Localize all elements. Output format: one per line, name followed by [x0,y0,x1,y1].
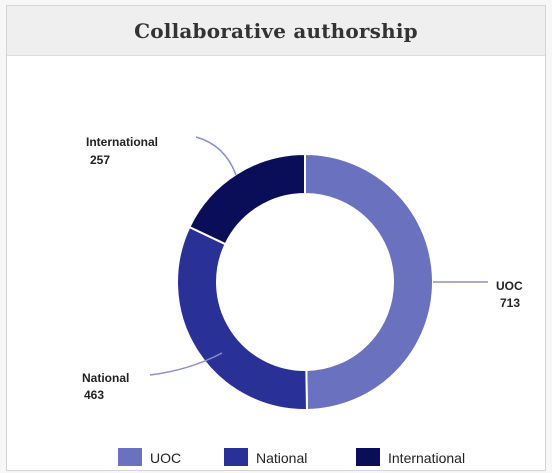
data-label-international-value: 257 [90,153,110,167]
chart-legend: UOC National International [118,448,465,466]
legend-label-uoc: UOC [150,450,181,466]
leader-line-international [195,136,237,176]
data-label-international-name: International [86,135,158,149]
donut-slice-international [188,152,306,246]
donut-slice-national [176,225,308,411]
legend-label-international: International [388,450,465,466]
data-label-uoc-name: UOC [496,279,523,293]
data-labels: UOC 713 National 463 International 257 [82,135,523,402]
leader-lines [149,136,488,376]
chart-title: Collaborative authorship [134,18,418,43]
legend-swatch-uoc [118,448,142,466]
legend-label-national: National [256,450,307,466]
panel-header: Collaborative authorship [7,6,545,56]
data-label-uoc-value: 713 [500,296,520,310]
leader-line-national [149,352,223,376]
data-label-national-value: 463 [84,388,104,402]
data-label-national-name: National [82,371,129,385]
donut-slice-uoc [304,152,434,412]
legend-swatch-international [356,448,380,466]
legend-swatch-national [224,448,248,466]
donut-slices [176,152,434,412]
